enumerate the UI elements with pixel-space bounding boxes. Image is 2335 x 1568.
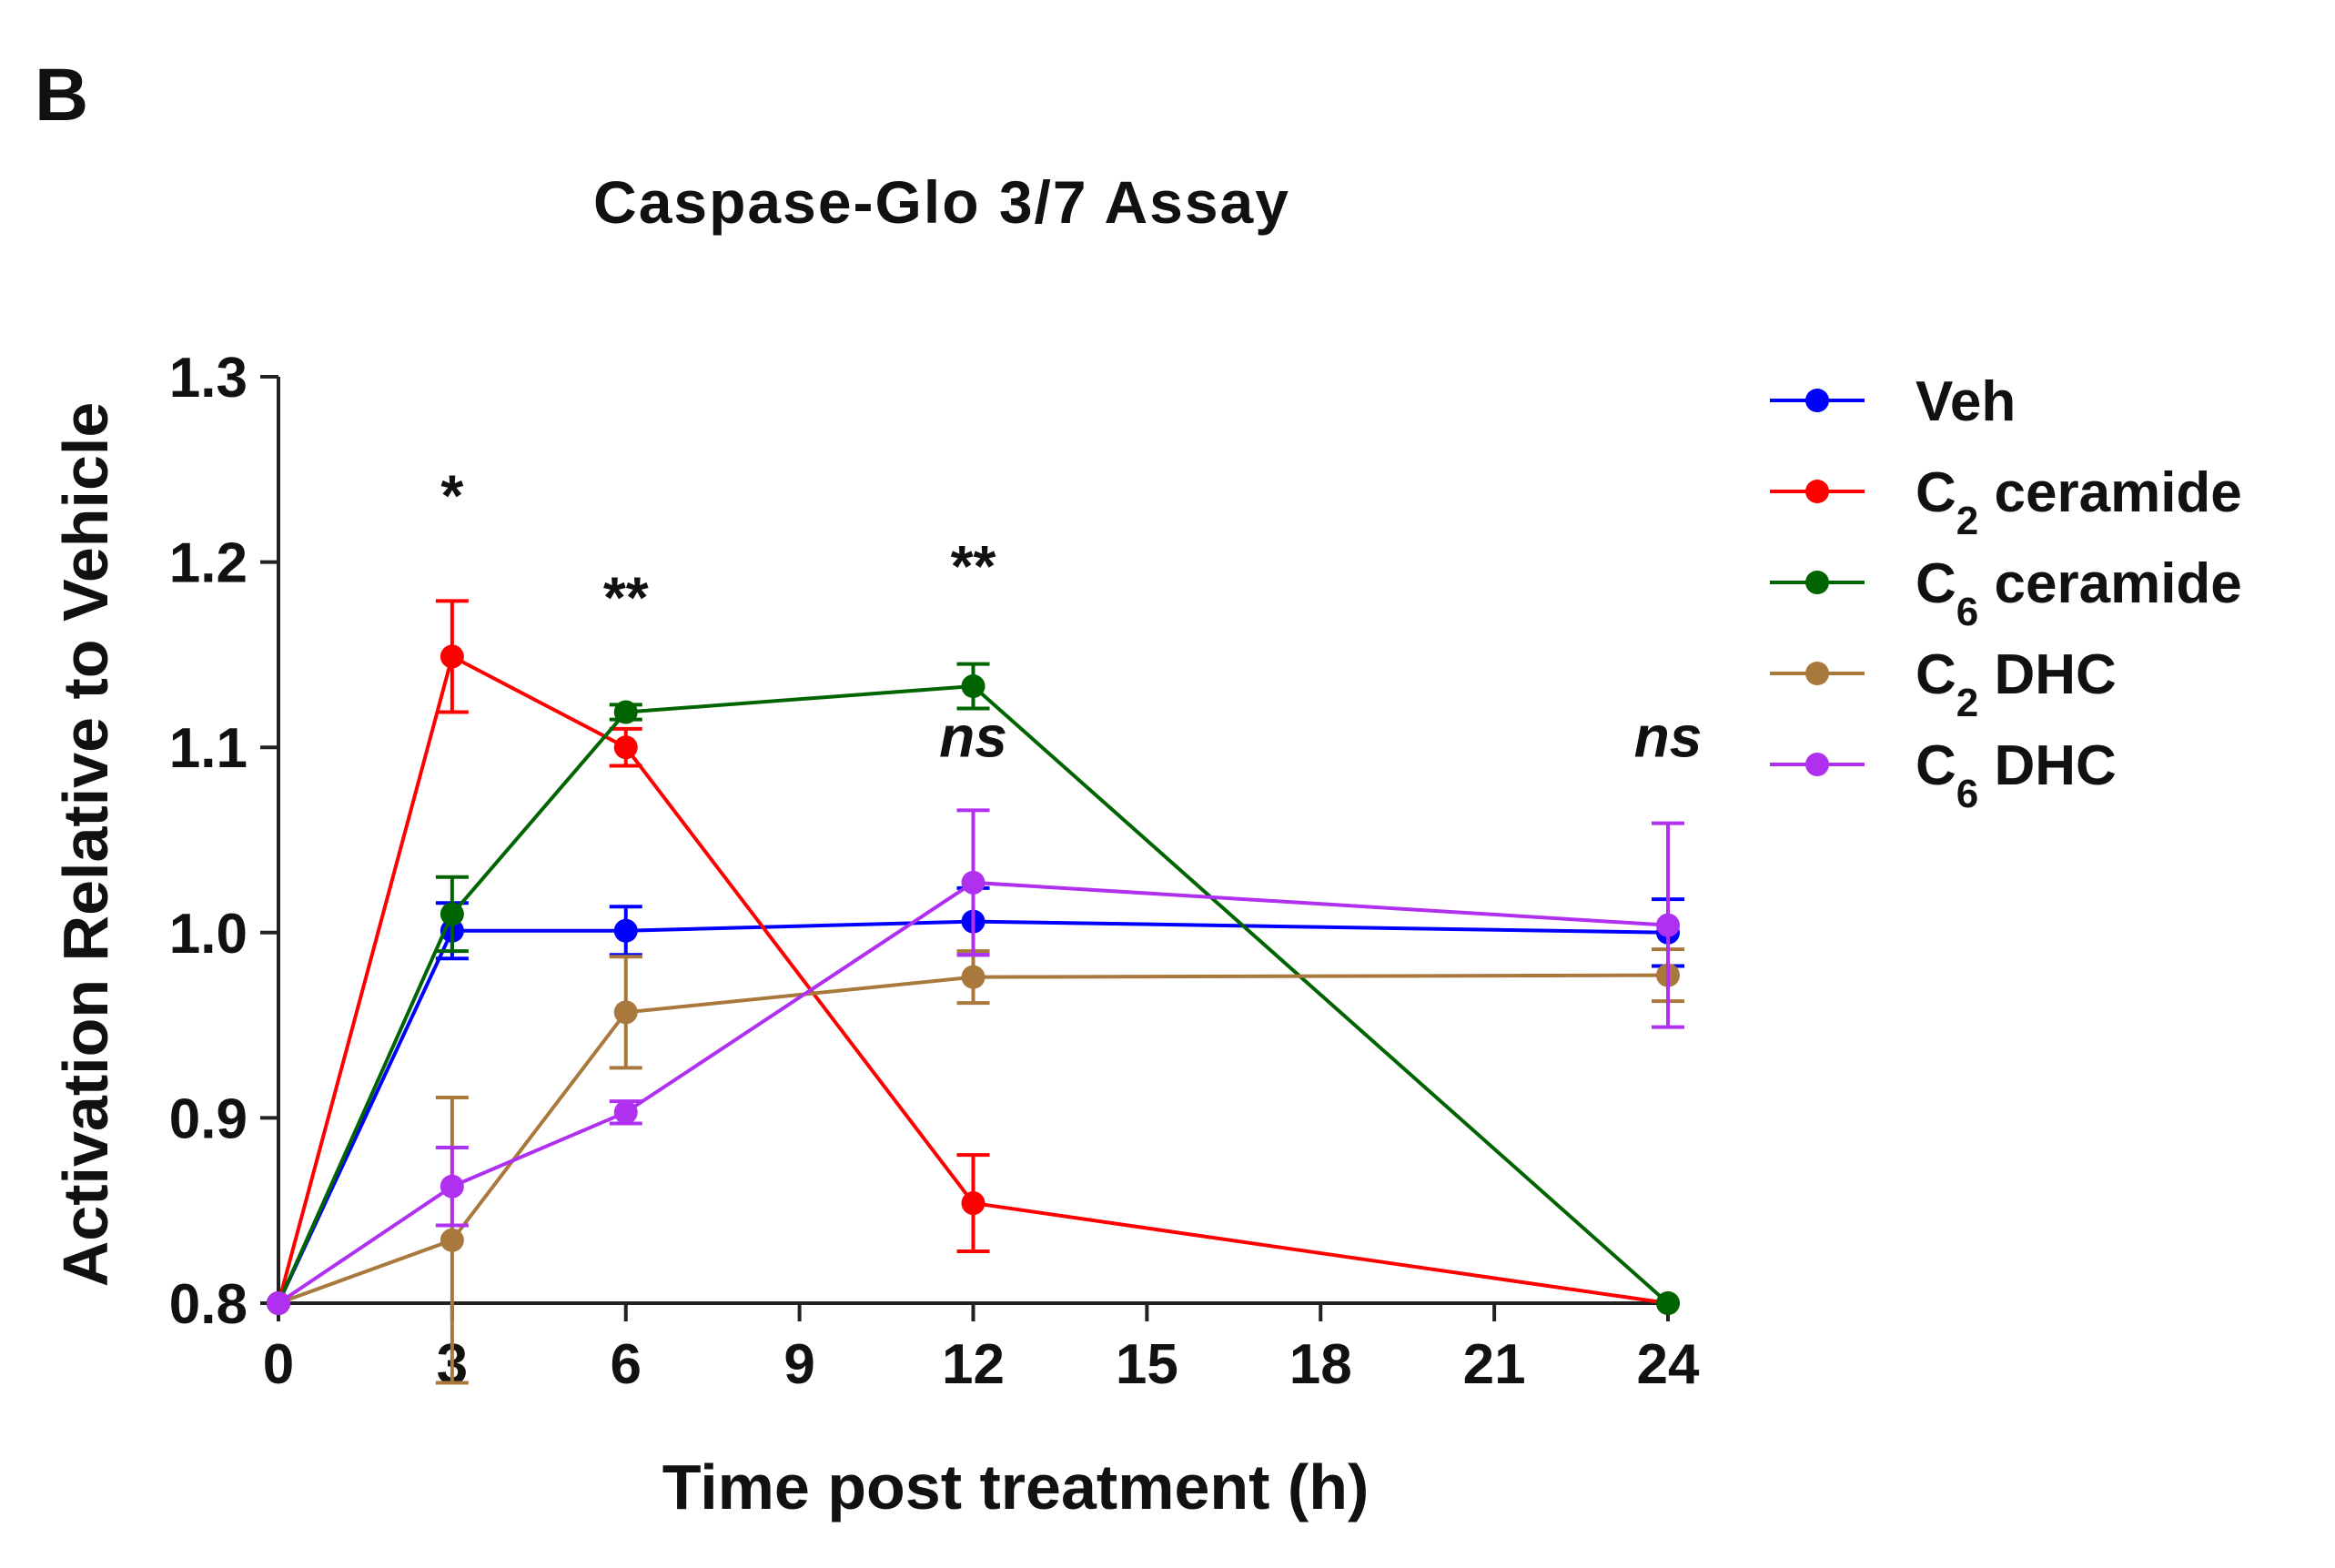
data-point [440, 644, 464, 669]
x-tick-label: 6 [611, 1333, 642, 1396]
y-tick-label: 1.1 [169, 717, 248, 780]
y-tick-label: 0.9 [169, 1087, 248, 1150]
data-point [1656, 1291, 1680, 1315]
legend-label: C2 ceramide [1916, 461, 2242, 543]
data-point [440, 1174, 464, 1199]
panel-label: B [35, 54, 88, 137]
legend: Veh C2 ceramide C6 ceramide C2 DHC C6 DHC [1770, 370, 2242, 816]
x-tick-label: 21 [1463, 1333, 1526, 1396]
legend-label: Veh [1916, 370, 2016, 433]
legend-item: Veh [1770, 370, 2016, 433]
legend-item: C6 ceramide [1770, 552, 2242, 634]
y-axis-label: Activation Relative to Vehicle [50, 402, 121, 1288]
data-point [613, 918, 638, 943]
data-point [1656, 913, 1680, 937]
x-tick-label: 0 [263, 1333, 294, 1396]
ns-annotation: ns [1634, 703, 1703, 769]
chart-title: Caspase-Glo 3/7 Assay [593, 168, 1290, 236]
legend-label: C6 ceramide [1916, 552, 2242, 634]
significance-annotations: *** **ns ns [440, 463, 1702, 770]
ns-annotation: ns [939, 703, 1007, 769]
data-point [267, 1291, 290, 1315]
data-point [440, 902, 464, 926]
data-point [613, 735, 638, 760]
x-tick-label: 24 [1637, 1333, 1700, 1396]
data-point [961, 1191, 986, 1216]
x-tick-label: 9 [783, 1333, 814, 1396]
y-tick-label: 1.2 [169, 532, 248, 595]
significance-star: * [440, 463, 463, 529]
legend-swatch-marker [1805, 662, 1829, 685]
significance-star: ** [951, 533, 996, 599]
series-c6-dhc [267, 808, 1684, 1315]
legend-item: C2 ceramide [1770, 461, 2242, 543]
x-tick-label: 12 [942, 1333, 1005, 1396]
x-tick-label: 18 [1289, 1333, 1352, 1396]
legend-swatch-marker [1805, 571, 1829, 594]
x-axis-label: Time post treatment (h) [662, 1452, 1370, 1522]
data-point [613, 1100, 638, 1125]
legend-label: C6 DHC [1916, 734, 2117, 816]
series-c2-dhc [267, 947, 1684, 1385]
legend-item: C6 DHC [1770, 734, 2117, 816]
data-point [613, 1000, 638, 1025]
data-point [440, 1228, 464, 1252]
axes: 0.80.91.01.11.21.30 3 6 9 12 15 18 21 24 [169, 347, 1700, 1396]
series-line [278, 973, 1669, 1305]
x-tick-label: 15 [1116, 1333, 1178, 1396]
legend-swatch-marker [1805, 753, 1829, 776]
y-tick-label: 1.0 [169, 903, 248, 966]
data-point [613, 700, 638, 724]
legend-label: C2 DHC [1916, 643, 2117, 725]
y-tick-label: 0.8 [169, 1273, 248, 1336]
series-group [267, 599, 1684, 1385]
data-point [961, 674, 986, 699]
legend-swatch-marker [1805, 389, 1829, 412]
data-point [961, 965, 986, 989]
legend-swatch-marker [1805, 480, 1829, 503]
legend-item: C2 DHC [1770, 643, 2117, 725]
significance-star: ** [603, 565, 649, 631]
y-tick-label: 1.3 [169, 347, 248, 410]
data-point [961, 870, 986, 895]
